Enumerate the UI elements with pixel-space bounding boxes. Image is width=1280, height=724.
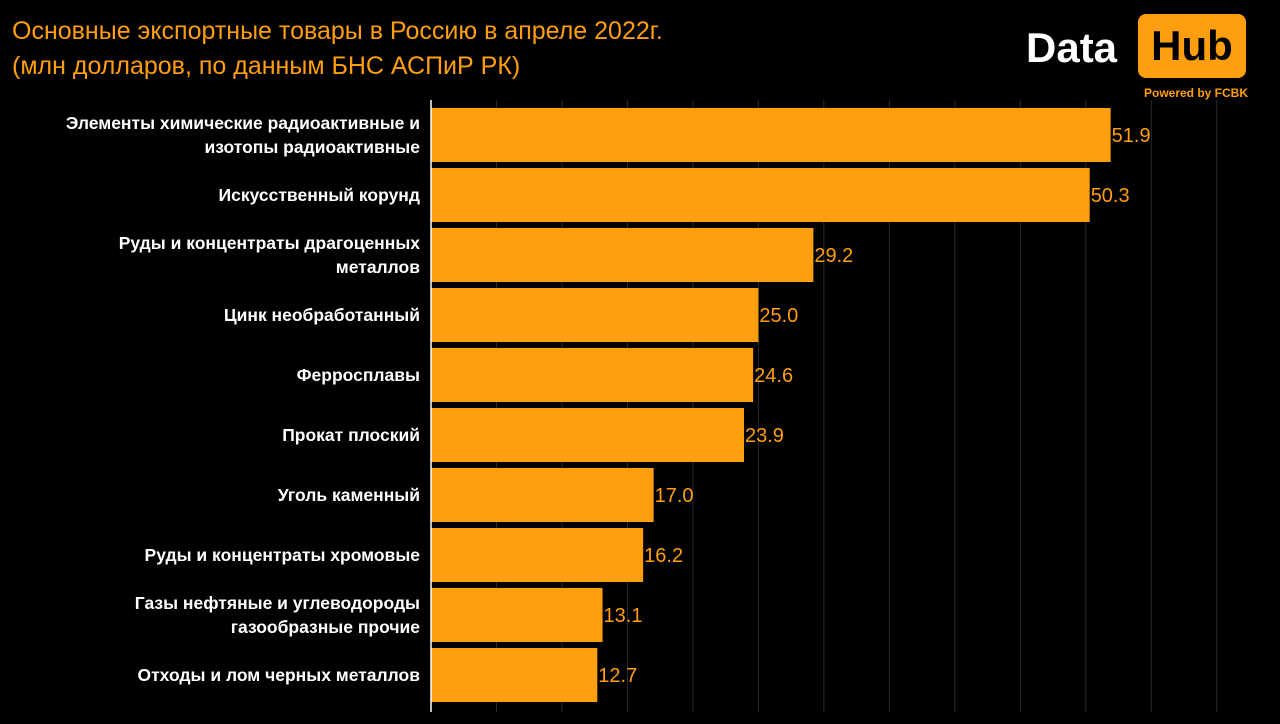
data-label: 51.9 <box>1112 125 1151 147</box>
datahub-logo: Data Hub Powered by FCBK <box>1026 14 1248 102</box>
category-label: Руды и концентраты драгоценных <box>119 233 421 253</box>
logo-word-hub: Hub <box>1151 22 1233 69</box>
category-label: Газы нефтяные и углеводороды <box>135 593 420 613</box>
bar <box>431 648 598 702</box>
data-label: 25.0 <box>759 305 798 327</box>
logo-tagline: Powered by FCBK <box>1143 86 1248 100</box>
bar <box>431 108 1111 162</box>
data-label: 16.2 <box>644 545 683 567</box>
chart-bars <box>431 108 1111 702</box>
category-label: Цинк необработанный <box>224 305 420 325</box>
data-label: 17.0 <box>655 485 694 507</box>
bar <box>431 288 759 342</box>
category-label: газообразные прочие <box>231 617 421 637</box>
bar <box>431 588 603 642</box>
chart-subtitle: (млн долларов, по данным БНС АСПиР РК) <box>12 52 521 80</box>
data-label: 13.1 <box>604 605 643 627</box>
data-label: 50.3 <box>1091 185 1130 207</box>
chart-title: Основные экспортные товары в Россию в ап… <box>12 17 663 45</box>
data-label: 23.9 <box>745 425 784 447</box>
logo-word-data: Data <box>1026 24 1118 71</box>
bar <box>431 408 744 462</box>
category-label: Элементы химические радиоактивные и <box>66 113 420 133</box>
chart-title-block: Основные экспортные товары в Россию в ап… <box>12 14 663 84</box>
category-label: Отходы и лом черных металлов <box>137 665 420 685</box>
category-label: Прокат плоский <box>282 425 420 445</box>
data-label: 29.2 <box>814 245 853 267</box>
chart-labels: 51.9 Элементы химические радиоактивные и и… <box>66 113 1151 687</box>
data-label: 12.7 <box>598 665 637 687</box>
category-label: Искусственный корунд <box>219 185 420 205</box>
logo-hub-box: Hub <box>1138 14 1246 78</box>
bar <box>431 168 1090 222</box>
category-label: металлов <box>336 257 420 277</box>
category-label: Ферросплавы <box>297 365 420 385</box>
category-label: Руды и концентраты хромовые <box>145 545 421 565</box>
bar <box>431 528 644 582</box>
bar <box>431 228 814 282</box>
category-label: Уголь каменный <box>278 485 420 505</box>
category-label: изотопы радиоактивные <box>205 137 421 157</box>
bar <box>431 348 754 402</box>
bar <box>431 468 654 522</box>
data-label: 24.6 <box>754 365 793 387</box>
